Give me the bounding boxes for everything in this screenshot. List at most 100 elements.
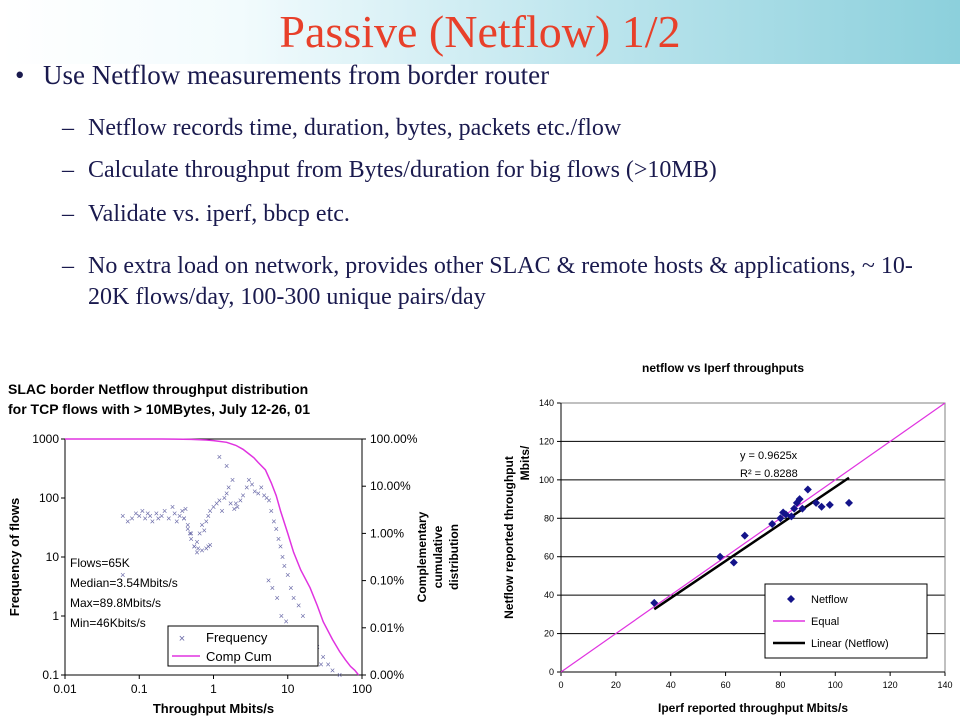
frequency-point: × (275, 593, 280, 603)
netflow-point (768, 520, 777, 529)
frequency-point: × (280, 552, 285, 562)
x-tick-label: 80 (775, 680, 785, 690)
netflow-point (803, 485, 812, 494)
x-tick-label: 60 (721, 680, 731, 690)
frequency-point: × (120, 570, 125, 580)
frequency-point: × (195, 543, 200, 553)
netflow-point (825, 500, 834, 509)
frequency-point: × (187, 529, 192, 539)
frequency-point: × (207, 506, 212, 516)
x-tick-label: 0.01 (53, 682, 77, 696)
frequency-point: × (150, 516, 155, 526)
x-axis-label: Iperf reported throughput Mbits/s (658, 701, 848, 715)
frequency-point: × (270, 583, 275, 593)
chart-title-line: for TCP flows with > 10MBytes, July 12-2… (8, 401, 310, 417)
legend-label: Equal (811, 616, 839, 628)
y-tick-label: 20 (544, 629, 554, 639)
frequency-point: × (232, 504, 237, 514)
stats-annotation: Min=46Kbits/s (70, 616, 146, 630)
main-bullet-text: Use Netflow measurements from border rou… (43, 60, 550, 90)
legend-label: Frequency (206, 630, 268, 645)
y-axis-label: Frequency of flows (7, 498, 22, 616)
y2-tick-label: 0.01% (370, 621, 404, 635)
y-tick-label: 10 (46, 550, 60, 564)
frequency-point: × (288, 583, 293, 593)
x-tick-label: 100 (828, 680, 843, 690)
title-band (0, 0, 960, 64)
frequency-point: × (192, 542, 197, 552)
y-tick-label: 100 (539, 475, 554, 485)
frequency-point: × (224, 461, 229, 471)
frequency-point: × (233, 499, 238, 509)
netflow-vs-iperf-chart: netflow vs Iperf throughputs 0 20 40 60 80 100… (502, 361, 953, 715)
frequency-point: × (202, 526, 207, 536)
frequency-point: × (142, 513, 147, 523)
frequency-point: × (269, 506, 274, 516)
legend-label: Netflow (811, 594, 848, 606)
frequency-point: × (214, 499, 219, 509)
x-tick-label: 140 (937, 680, 952, 690)
frequency-point: × (326, 660, 331, 670)
frequency-point: × (183, 504, 188, 514)
frequency-point: × (211, 502, 216, 512)
frequency-point: × (249, 479, 254, 489)
x-tick-label: 0.1 (131, 682, 148, 696)
y-tick-label: 100 (39, 491, 59, 505)
y-tick-label: 140 (539, 398, 554, 408)
netflow-point (790, 504, 799, 513)
y2-tick-label: 0.10% (370, 574, 404, 588)
netflow-point (650, 598, 659, 607)
legend-label: Comp Cum (206, 649, 272, 664)
frequency-point: × (274, 524, 279, 534)
frequency-point: × (140, 506, 145, 516)
netflow-point (716, 552, 725, 561)
x-tick-label: 100 (352, 682, 372, 696)
frequency-point: × (159, 511, 164, 521)
frequency-point: × (194, 547, 199, 557)
netflow-point (812, 498, 821, 507)
x-tick-label: 10 (281, 682, 295, 696)
frequency-point: × (246, 475, 251, 485)
y-axis-label: Mbits/ (518, 445, 532, 480)
frequency-point: × (174, 516, 179, 526)
dash-mark: – (62, 157, 74, 183)
comp-cum-line (65, 438, 360, 676)
frequency-point: × (321, 652, 326, 662)
dash-mark: – (62, 201, 74, 227)
legend-marker-frequency: × (179, 633, 185, 645)
netflow-point (845, 498, 853, 507)
netflow-point (781, 510, 790, 519)
frequency-point: × (285, 570, 290, 580)
legend-box (167, 625, 319, 667)
frequency-point: × (271, 516, 276, 526)
frequency-point: × (204, 543, 209, 553)
chart-title: netflow vs Iperf throughputs (642, 361, 804, 375)
sub-bullet-text: Calculate throughput from Bytes/duration… (88, 157, 717, 183)
x-tick-label: 40 (666, 680, 676, 690)
frequency-point: × (199, 520, 204, 530)
frequency-point: × (185, 520, 190, 530)
regression-equation: y = 0.9625x (740, 450, 798, 462)
sub-bullet: – Netflow records time, duration, bytes, … (62, 113, 947, 144)
r-squared: R² = 0.8288 (740, 468, 798, 480)
sub-bullet: – No extra load on network, provides othe… (62, 251, 947, 313)
y-tick-label: 0 (549, 667, 554, 677)
frequency-point: × (206, 542, 211, 552)
y2-tick-label: 1.00% (370, 526, 404, 540)
y-tick-label: 60 (544, 552, 554, 562)
stats-annotation: Median=3.54Mbits/s (70, 576, 178, 590)
frequency-point: × (181, 513, 186, 523)
netflow-point (787, 512, 796, 521)
frequency-point: × (207, 540, 212, 550)
stats-annotation: Flows=65K (70, 556, 130, 570)
frequency-point: × (156, 513, 161, 523)
frequency-point: × (224, 488, 229, 498)
y-tick-label: 120 (539, 436, 554, 446)
sub-bullet-text: No extra load on network, provides other… (88, 253, 913, 310)
frequency-point: × (261, 491, 266, 501)
frequency-point: × (219, 506, 224, 516)
x-tick-label: 1 (210, 682, 217, 696)
frequency-point: × (256, 488, 261, 498)
bullet-dot: • (15, 60, 25, 90)
x-tick-label: 120 (883, 680, 898, 690)
